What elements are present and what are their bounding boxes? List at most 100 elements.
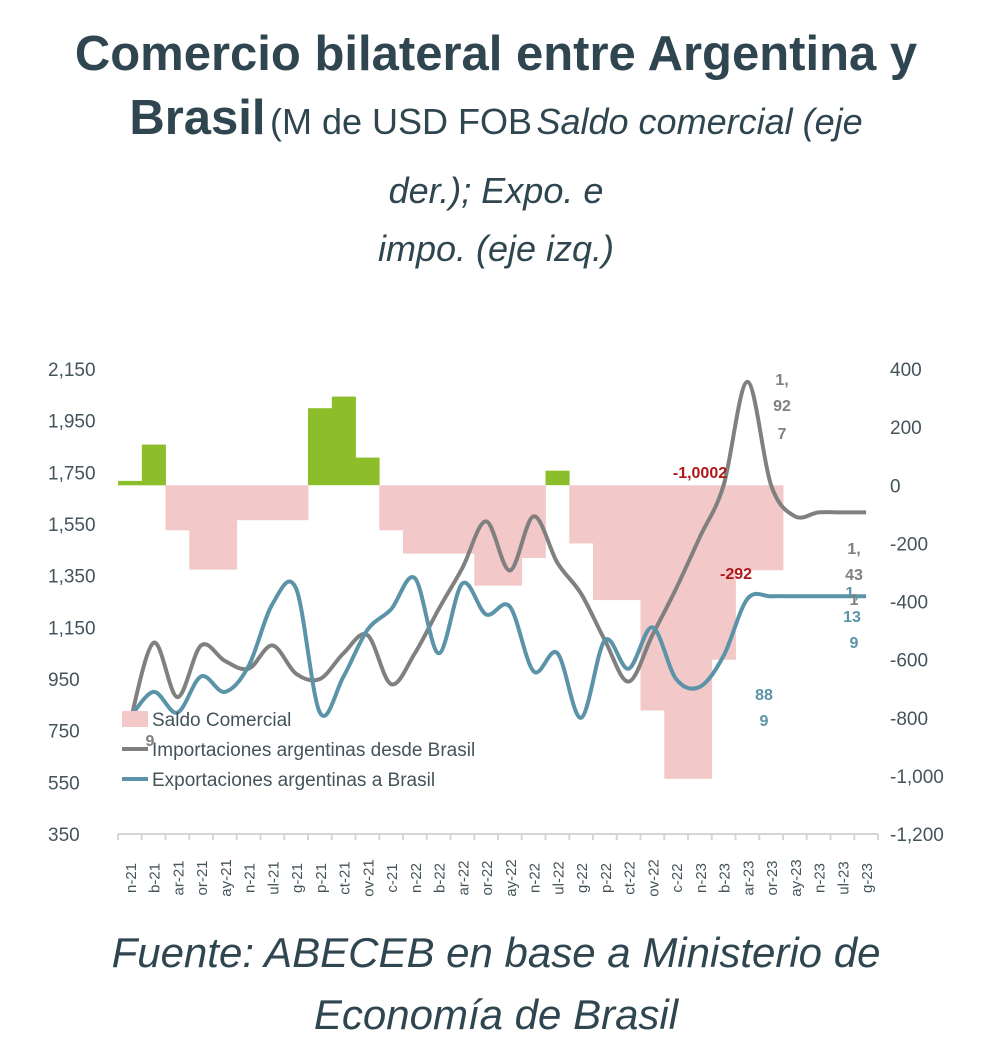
balance-bar xyxy=(331,396,356,486)
x-tick-label: ar-21 xyxy=(170,860,187,895)
data-label: 7 xyxy=(778,426,787,443)
right-tick-label: -200 xyxy=(890,534,928,555)
left-tick-label: 1,350 xyxy=(48,567,96,588)
data-label: 1, xyxy=(845,585,858,602)
chart-title: Comercio bilateral entre Argentina y Bra… xyxy=(0,22,992,278)
x-tick-label: ct-22 xyxy=(622,861,639,894)
balance-bar xyxy=(735,485,760,571)
trade-chart: n-21 b-21 ar-21 or-21 ay-21 n-21 ul-21 g-21 p-21… xyxy=(48,360,944,897)
x-tick-label: or-23 xyxy=(764,860,781,895)
balance-bar xyxy=(213,485,238,570)
x-tick-label: b-21 xyxy=(147,863,164,893)
legend-label: Saldo Comercial xyxy=(152,710,291,731)
title-line-1: Comercio bilateral entre Argentina y xyxy=(74,27,918,81)
title-line-4: impo. (eje izq.) xyxy=(377,228,615,269)
data-label: 9 xyxy=(146,733,155,750)
source-note: Fuente: ABECEB en base a Ministerio de E… xyxy=(0,922,992,1046)
x-tick-label: ul-23 xyxy=(835,861,852,894)
x-tick-label: b-23 xyxy=(717,863,734,893)
x-tick-label: n-21 xyxy=(123,863,140,893)
left-tick-label: 2,150 xyxy=(48,360,96,381)
balance-bar xyxy=(118,480,143,486)
left-tick-label: 950 xyxy=(48,670,80,691)
balance-bar xyxy=(616,485,641,601)
x-tick-label: or-21 xyxy=(194,860,211,895)
x-tick-label: c-22 xyxy=(669,863,686,892)
x-tick-label: ay-21 xyxy=(218,859,235,897)
x-tick-label: ar-22 xyxy=(455,860,472,895)
x-tick-label: ay-22 xyxy=(503,859,520,897)
x-tick-label: p-22 xyxy=(598,863,615,893)
balance-bar xyxy=(593,485,618,601)
balance-bar xyxy=(355,457,380,486)
legend-swatch-balance xyxy=(122,711,148,727)
left-tick-label: 750 xyxy=(48,722,80,743)
x-tick-label: g-21 xyxy=(289,863,306,893)
right-tick-label: -1,200 xyxy=(890,825,944,846)
left-tick-label: 1,950 xyxy=(48,412,96,433)
x-tick-label: ul-22 xyxy=(550,861,567,894)
data-label: 13 xyxy=(843,609,861,626)
x-tick-label: g-23 xyxy=(859,863,876,893)
data-label: 1, xyxy=(847,541,860,558)
x-axis xyxy=(117,833,879,840)
x-tick-label: n-21 xyxy=(242,863,259,893)
right-tick-label: -400 xyxy=(890,593,928,614)
balance-bar xyxy=(284,485,309,521)
x-tick-label: n-22 xyxy=(527,863,544,893)
data-label: -292 xyxy=(720,566,752,583)
x-tick-label: p-21 xyxy=(313,863,330,893)
exports-line xyxy=(128,575,867,720)
x-tick-label: or-22 xyxy=(479,860,496,895)
x-tick-label: ov-21 xyxy=(360,859,377,897)
x-tick-label: ay-23 xyxy=(788,859,805,897)
right-tick-label: -1,000 xyxy=(890,767,944,788)
title-line-3: der.); Expo. e xyxy=(388,170,604,211)
title-line-2-normal: (M de USD FOB xyxy=(269,101,533,142)
balance-bar xyxy=(664,485,689,779)
left-tick-label: 1,750 xyxy=(48,463,96,484)
balance-bar xyxy=(426,485,451,554)
balance-bar xyxy=(569,485,594,544)
balance-bar xyxy=(141,444,166,486)
balance-bar xyxy=(640,485,665,711)
right-tick-label: 0 xyxy=(890,476,901,497)
balance-bar xyxy=(450,485,475,554)
x-tick-label: b-22 xyxy=(432,863,449,893)
legend xyxy=(122,711,148,781)
data-label: 1, xyxy=(775,372,788,389)
right-tick-label: 400 xyxy=(890,360,922,381)
left-tick-label: 550 xyxy=(48,773,80,794)
balance-bar xyxy=(165,485,190,531)
x-tick-label: n-22 xyxy=(408,863,425,893)
source-line-2: Economía de Brasil xyxy=(313,991,679,1038)
right-tick-label: -800 xyxy=(890,709,928,730)
balance-bar xyxy=(545,470,570,486)
data-label: 43 xyxy=(845,567,863,584)
balance-bar xyxy=(379,485,404,531)
x-tick-label: ov-22 xyxy=(645,859,662,897)
source-line-1: Fuente: ABECEB en base a Ministerio de xyxy=(111,929,881,976)
balance-bar xyxy=(688,485,713,779)
balance-bar xyxy=(308,408,333,486)
balance-bar xyxy=(260,485,285,521)
data-label: 9 xyxy=(850,635,859,652)
right-tick-label: -600 xyxy=(890,651,928,672)
balance-bar xyxy=(759,485,784,571)
x-tick-label: g-22 xyxy=(574,863,591,893)
balance-bar xyxy=(403,485,428,554)
x-tick-label: ar-23 xyxy=(740,860,757,895)
data-label: 9 xyxy=(760,713,769,730)
legend-label: Importaciones argentinas desde Brasil xyxy=(152,740,475,761)
balance-bars xyxy=(118,396,784,779)
left-tick-label: 350 xyxy=(48,825,80,846)
data-label: 1 xyxy=(850,592,859,609)
balance-bar xyxy=(521,485,546,558)
left-tick-label: 1,150 xyxy=(48,618,96,639)
x-tick-label: n-23 xyxy=(812,863,829,893)
x-tick-label: c-21 xyxy=(384,863,401,892)
title-line-2-italic: Saldo comercial (eje xyxy=(536,101,863,142)
right-tick-label: 200 xyxy=(890,418,922,439)
data-label: -1,0002 xyxy=(673,465,727,482)
x-tick-label: ct-21 xyxy=(337,861,354,894)
